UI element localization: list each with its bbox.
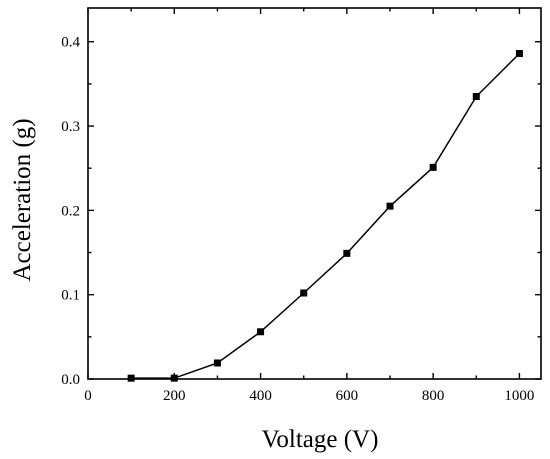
- series: [131, 52, 520, 379]
- data-point-marker: [127, 374, 135, 382]
- y-tick-label: 0.1: [61, 288, 80, 304]
- x-tick-label: 600: [336, 388, 359, 404]
- y-tick-label: 0.0: [61, 372, 80, 388]
- y-tick-label: 0.4: [61, 35, 80, 51]
- x-tick-label: 800: [422, 388, 445, 404]
- data-point-marker: [257, 328, 265, 336]
- y-tick-label: 0.3: [61, 119, 80, 135]
- axes: [87, 7, 542, 380]
- y-axis-title: Acceleration (g): [9, 118, 36, 281]
- data-point-marker: [170, 374, 178, 382]
- data-point-marker: [213, 359, 221, 367]
- data-point-marker: [472, 93, 480, 101]
- y-tick-label: 0.2: [61, 203, 80, 219]
- data-point-marker: [429, 163, 437, 171]
- x-axis-title: Voltage (V): [262, 426, 379, 453]
- x-tick-label: 0: [84, 388, 92, 404]
- data-point-marker: [343, 249, 351, 257]
- ticks: 0 200 400 600 800 1000 0.0 0.1 0.2 0.3 0.4: [61, 8, 541, 404]
- x-tick-label: 1000: [504, 388, 534, 404]
- x-tick-label: 400: [249, 388, 272, 404]
- series-line: [131, 52, 520, 379]
- x-tick-label: 200: [163, 388, 186, 404]
- data-point-marker: [515, 50, 523, 58]
- plot-frame: [87, 7, 542, 380]
- data-point-marker: [386, 202, 394, 210]
- data-point-marker: [300, 289, 308, 297]
- markers: [127, 50, 523, 382]
